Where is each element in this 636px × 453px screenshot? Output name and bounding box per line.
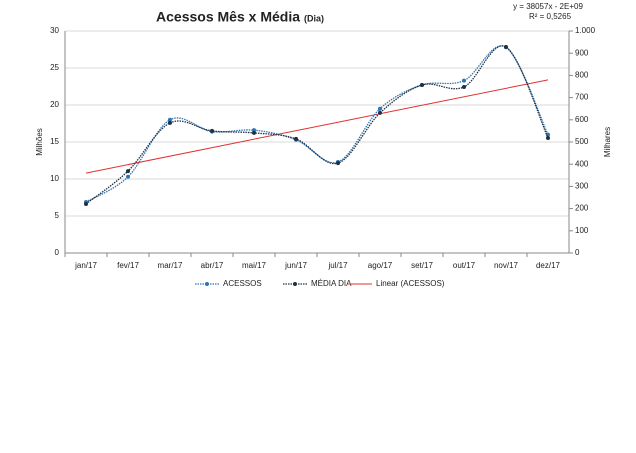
data-point [420,82,424,87]
y2-axis-label: Milhares [603,127,612,157]
y-tick-label: 30 [50,26,59,35]
x-tick-label: mar/17 [158,261,183,270]
legend-label: ACESSOS [223,279,262,288]
x-tick-label: jul/17 [327,261,348,270]
legend-marker [293,282,297,286]
data-point [126,169,130,174]
y-tick-label: 25 [50,63,59,72]
data-point [210,128,214,133]
y-tick-label: 0 [55,248,60,257]
y2-tick-label: 500 [575,137,589,146]
y2-tick-label: 1.000 [575,26,596,35]
x-tick-label: jan/17 [74,261,97,270]
y2-tick-label: 400 [575,159,589,168]
y2-tick-label: 300 [575,182,589,191]
data-point [294,136,298,141]
y2-tick-label: 0 [575,248,580,257]
x-tick-label: mai/17 [242,261,267,270]
x-tick-label: ago/17 [368,261,393,270]
trend-r2: R² = 0,5265 [529,12,572,21]
y-tick-label: 5 [55,211,60,220]
y2-tick-label: 100 [575,226,589,235]
y2-tick-label: 200 [575,204,589,213]
x-tick-label: fev/17 [117,261,139,270]
trend-equation: y = 38057x - 2E+09 [513,2,583,11]
data-point [126,174,130,179]
chart-title-suffix: (Dia) [304,13,324,23]
y2-tick-label: 900 [575,48,589,57]
y-tick-label: 20 [50,100,59,109]
legend-label: MÉDIA DIA [311,279,352,288]
data-point [336,161,340,166]
x-tick-label: nov/17 [494,261,519,270]
data-point [546,136,550,141]
x-tick-label: jun/17 [284,261,307,270]
legend-marker [205,282,209,286]
data-point [462,78,466,83]
series-line [85,45,549,205]
data-point [504,44,508,49]
trendline [85,79,549,174]
data-point [252,128,256,133]
series-line [85,45,549,203]
x-tick-label: set/17 [411,261,433,270]
y2-tick-label: 800 [575,71,589,80]
data-point [378,110,382,115]
data-point [168,120,172,125]
x-tick-label: dez/17 [536,261,561,270]
data-point [84,201,88,206]
legend-label: Linear (ACESSOS) [376,279,445,288]
y-tick-label: 15 [50,137,59,146]
x-tick-label: out/17 [453,261,476,270]
data-point [168,117,172,122]
y2-tick-label: 600 [575,115,589,124]
y-axis-label: Milhões [35,128,44,156]
chart-title: Acessos Mês x Média [156,9,300,25]
x-tick-label: abr/17 [201,261,224,270]
y2-tick-label: 700 [575,93,589,102]
y-tick-label: 10 [50,174,59,183]
data-point [252,130,256,135]
data-point [378,106,382,111]
data-point [462,84,466,89]
